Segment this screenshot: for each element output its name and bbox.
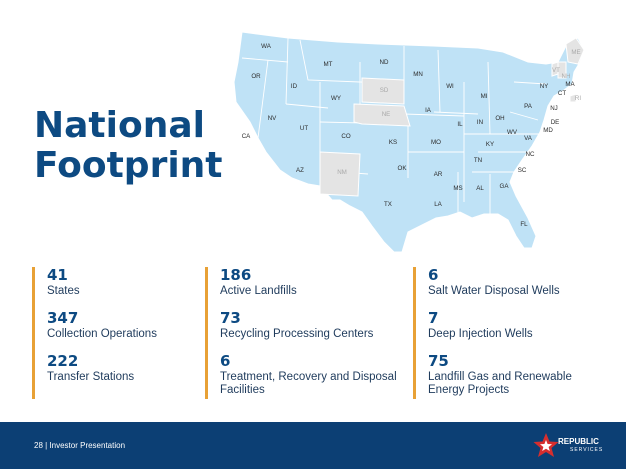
state-label-id: ID bbox=[291, 83, 298, 90]
slide-title-line-2: Footprint bbox=[34, 145, 223, 186]
stat-label: Landfill Gas and Renewable Energy Projec… bbox=[428, 371, 572, 396]
state-label-ky: KY bbox=[486, 141, 494, 148]
state-label-ut: UT bbox=[300, 125, 308, 132]
stats-column-2: 186 Active Landfills 73 Recycling Proces… bbox=[205, 267, 400, 399]
stat-number: 6 bbox=[428, 266, 439, 284]
state-label-nv: NV bbox=[268, 115, 277, 122]
stat-transfer-stations: 222 Transfer Stations bbox=[47, 353, 197, 384]
slide-title: National Footprint bbox=[34, 106, 223, 186]
footer-page-label: 28 | Investor Presentation bbox=[34, 441, 126, 450]
state-shape-ri bbox=[569, 93, 577, 103]
stat-number: 41 bbox=[47, 266, 68, 284]
state-label-in: IN bbox=[477, 119, 483, 126]
footer-bar: 28 | Investor Presentation bbox=[0, 422, 626, 469]
state-label-wa: WA bbox=[261, 43, 272, 50]
state-label-pa: PA bbox=[524, 103, 533, 110]
logo-sub: SERVICES bbox=[570, 447, 604, 453]
state-label-az: AZ bbox=[296, 167, 304, 174]
stat-number: 222 bbox=[47, 352, 79, 370]
slide-title-line-1: National bbox=[34, 105, 205, 146]
state-labels: WA OR CA ID NV AZ MT WY UT CO NM ND SD NE KS OK TX MN IA MO… bbox=[242, 43, 582, 228]
state-label-ma: MA bbox=[565, 81, 575, 88]
state-label-nd: ND bbox=[380, 59, 389, 66]
state-shape-nm bbox=[319, 151, 361, 197]
state-label-mt: MT bbox=[324, 61, 333, 68]
state-label-nh: NH bbox=[562, 73, 571, 80]
state-label-il: IL bbox=[457, 121, 463, 128]
stat-salt-water-wells: 6 Salt Water Disposal Wells bbox=[428, 267, 608, 298]
stat-active-landfills: 186 Active Landfills bbox=[220, 267, 400, 298]
state-label-fl: FL bbox=[520, 221, 528, 228]
state-label-ny: NY bbox=[540, 83, 549, 90]
stat-label: States bbox=[47, 285, 80, 297]
state-label-md: MD bbox=[543, 127, 553, 134]
stat-number: 7 bbox=[428, 309, 439, 327]
state-label-ms: MS bbox=[453, 185, 462, 192]
state-label-mi: MI bbox=[481, 93, 488, 100]
state-label-de: DE bbox=[551, 119, 560, 126]
logo-wordmark: REPUBLIC SERVICES bbox=[558, 437, 603, 455]
stat-label: Salt Water Disposal Wells bbox=[428, 285, 560, 297]
state-label-ks: KS bbox=[389, 139, 397, 146]
state-label-co: CO bbox=[341, 133, 350, 140]
stats-column-3: 6 Salt Water Disposal Wells 7 Deep Injec… bbox=[413, 267, 608, 399]
state-label-wy: WY bbox=[331, 95, 341, 102]
not-served-states bbox=[319, 37, 585, 197]
state-shape-nh bbox=[557, 61, 567, 79]
stat-number: 6 bbox=[220, 352, 231, 370]
state-label-va: VA bbox=[524, 135, 533, 142]
state-label-sd: SD bbox=[380, 87, 389, 94]
state-label-mn: MN bbox=[413, 71, 423, 78]
state-label-oh: OH bbox=[495, 115, 504, 122]
state-label-me: ME bbox=[571, 49, 580, 56]
state-label-ri: RI bbox=[575, 95, 581, 102]
stat-number: 347 bbox=[47, 309, 79, 327]
stat-landfill-gas-projects: 75 Landfill Gas and Renewable Energy Pro… bbox=[428, 353, 608, 397]
stat-label: Treatment, Recovery and Disposal Facilit… bbox=[220, 371, 397, 396]
state-label-tx: TX bbox=[384, 201, 392, 208]
stat-deep-injection-wells: 7 Deep Injection Wells bbox=[428, 310, 608, 341]
stat-label: Deep Injection Wells bbox=[428, 328, 533, 340]
stat-label: Collection Operations bbox=[47, 328, 157, 340]
state-label-ne: NE bbox=[382, 111, 391, 118]
state-label-nm: NM bbox=[337, 169, 347, 176]
state-label-ca: CA bbox=[242, 133, 251, 140]
state-label-tn: TN bbox=[474, 157, 482, 164]
state-label-ga: GA bbox=[500, 183, 510, 190]
stat-number: 75 bbox=[428, 352, 449, 370]
state-label-ok: OK bbox=[398, 165, 408, 172]
state-label-wi: WI bbox=[446, 83, 454, 90]
state-label-or: OR bbox=[251, 73, 261, 80]
stat-label: Transfer Stations bbox=[47, 371, 135, 383]
stats-column-1: 41 States 347 Collection Operations 222 … bbox=[32, 267, 197, 399]
state-label-vt: VT bbox=[552, 67, 560, 74]
state-label-ar: AR bbox=[434, 171, 443, 178]
stat-collection-operations: 347 Collection Operations bbox=[47, 310, 197, 341]
state-label-nj: NJ bbox=[550, 105, 558, 112]
state-shape-ne bbox=[353, 103, 411, 127]
state-label-nc: NC bbox=[526, 151, 535, 158]
state-label-ct: CT bbox=[558, 90, 566, 97]
state-label-mo: MO bbox=[431, 139, 441, 146]
logo-name: REPUBLIC bbox=[558, 437, 599, 446]
stat-treatment-facilities: 6 Treatment, Recovery and Disposal Facil… bbox=[220, 353, 400, 397]
stat-label: Active Landfills bbox=[220, 285, 297, 297]
stat-number: 73 bbox=[220, 309, 241, 327]
stat-number: 186 bbox=[220, 266, 252, 284]
state-label-al: AL bbox=[476, 185, 484, 192]
state-shape-sd bbox=[361, 77, 405, 105]
stat-label: Recycling Processing Centers bbox=[220, 328, 374, 340]
republic-services-logo-icon bbox=[533, 433, 559, 457]
state-label-sc: SC bbox=[518, 167, 527, 174]
stat-states: 41 States bbox=[47, 267, 197, 298]
us-landmass bbox=[233, 31, 585, 253]
state-label-la: LA bbox=[434, 201, 442, 208]
state-label-wv: WV bbox=[507, 129, 518, 136]
stat-recycling-centers: 73 Recycling Processing Centers bbox=[220, 310, 400, 341]
state-shape-me bbox=[565, 37, 585, 65]
us-footprint-map: WA OR CA ID NV AZ MT WY UT CO NM ND SD NE KS OK TX MN IA MO… bbox=[233, 31, 585, 253]
state-label-ia: IA bbox=[425, 107, 432, 114]
